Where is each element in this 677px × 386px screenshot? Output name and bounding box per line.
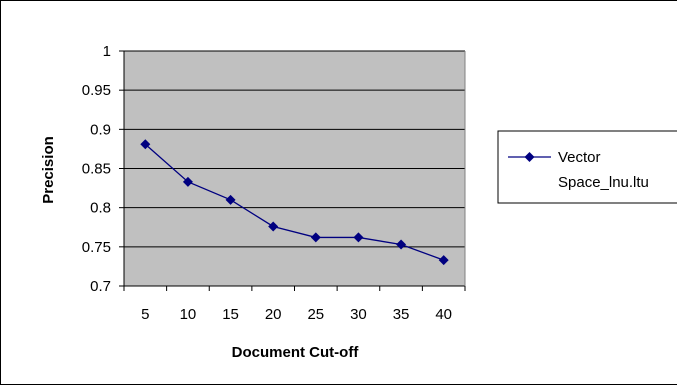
legend-label-line-2: Space_lnu.ltu [558, 174, 649, 191]
data-point [268, 221, 279, 232]
x-axis-ticks: 5 10 15 20 25 30 35 40 [123, 286, 466, 323]
x-tick-label: 5 [141, 306, 149, 323]
series-line [144, 143, 444, 261]
x-tick-label: 10 [180, 306, 197, 323]
x-tick-label: 20 [265, 306, 282, 323]
data-point [310, 232, 321, 243]
data-point [225, 194, 236, 205]
y-tick-label: 0.7 [90, 278, 111, 295]
data-point [140, 139, 151, 150]
data-point [438, 255, 449, 266]
x-tick-label: 30 [350, 306, 367, 323]
x-tick-label: 15 [222, 306, 239, 323]
x-tick-label: 40 [435, 306, 452, 323]
svg-text:Space_lnu.ltu: Space_lnu.ltu [558, 174, 649, 191]
x-axis-title: Document Cut-off [232, 344, 360, 361]
svg-text:Vector: Vector [558, 149, 601, 166]
y-tick-label: 0.9 [90, 121, 111, 138]
x-tick-label: 25 [307, 306, 324, 323]
data-point [353, 232, 364, 243]
y-axis-ticks: 1 0.95 0.9 0.85 0.8 0.75 0.7 [82, 43, 124, 295]
legend-box [497, 130, 677, 204]
y-tick-label: 0.85 [82, 161, 111, 178]
legend-series-marker [524, 152, 535, 162]
legend-label-line-1: Vector [558, 149, 601, 166]
y-tick-label: 0.75 [82, 239, 111, 256]
y-tick-label: 0.95 [82, 82, 111, 99]
data-point [182, 176, 193, 187]
data-point [396, 239, 407, 250]
y-axis-title: Precision [40, 136, 57, 204]
y-tick-label: 0.8 [90, 200, 111, 217]
data-series [140, 139, 449, 266]
x-tick-label: 35 [393, 306, 410, 323]
legend: Vector Space_lnu.ltu [497, 130, 677, 204]
plot-area [123, 50, 466, 287]
y-tick-label: 1 [103, 43, 111, 60]
